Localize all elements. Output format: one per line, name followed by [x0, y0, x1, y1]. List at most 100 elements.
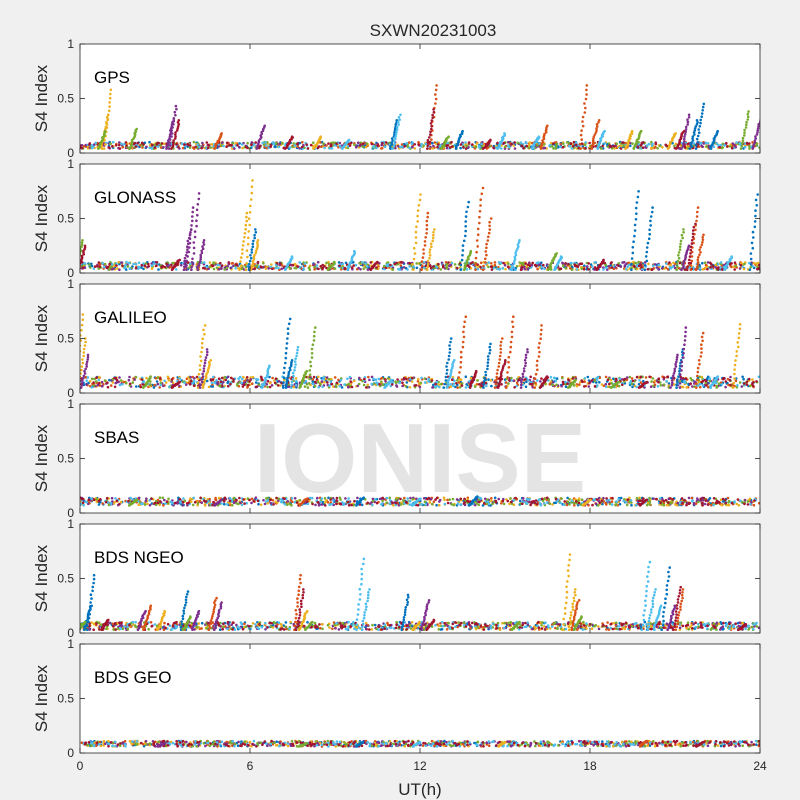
baseline-point: [745, 141, 749, 145]
spike-point: [534, 381, 537, 385]
baseline-point: [117, 143, 121, 147]
spike-point: [459, 366, 462, 369]
baseline-point: [720, 146, 724, 150]
baseline-point: [401, 384, 404, 388]
baseline-point: [601, 147, 605, 150]
spike-point: [425, 232, 428, 235]
spike-point: [450, 366, 454, 370]
spike-point: [172, 117, 176, 120]
spike-point: [536, 359, 539, 363]
spike-point: [484, 257, 487, 261]
baseline-point: [652, 384, 655, 388]
spike-point: [290, 135, 294, 138]
spike-point: [175, 107, 178, 111]
spike-point: [171, 121, 174, 124]
baseline-point: [183, 381, 186, 384]
spike-point: [425, 219, 429, 223]
spike-point: [677, 256, 681, 260]
baseline-point: [564, 380, 567, 384]
spike-point: [592, 135, 596, 138]
spike-point: [264, 376, 267, 380]
baseline-point: [222, 144, 225, 148]
spike-point: [447, 358, 451, 361]
baseline-point: [294, 266, 298, 270]
baseline-point: [449, 263, 453, 267]
baseline-point: [234, 141, 237, 145]
spike-point: [461, 345, 465, 349]
spike-point: [244, 223, 248, 227]
baseline-point: [321, 263, 325, 267]
spike-point: [426, 147, 429, 150]
baseline-point: [256, 263, 259, 267]
baseline-point: [160, 142, 164, 145]
spike-point: [81, 381, 84, 385]
spike-point: [195, 224, 198, 228]
baseline-point: [226, 381, 229, 385]
spike-point: [166, 141, 170, 144]
spike-point: [482, 386, 485, 389]
baseline-point: [559, 142, 562, 146]
baseline-point: [114, 376, 118, 380]
baseline-point: [706, 261, 710, 264]
baseline-point: [317, 267, 320, 271]
spike-point: [393, 142, 397, 146]
baseline-point: [499, 261, 503, 265]
baseline-point: [497, 261, 501, 264]
baseline-point: [155, 261, 159, 264]
baseline-point: [583, 380, 586, 384]
baseline-point: [403, 145, 406, 148]
baseline-point: [701, 268, 705, 271]
baseline-point: [585, 265, 589, 268]
spike-point: [185, 268, 188, 272]
spike-point: [695, 123, 699, 126]
spike-point: [684, 125, 688, 129]
spike-point: [199, 253, 202, 257]
spike-point: [501, 366, 505, 370]
spike-point: [644, 255, 648, 258]
baseline-point: [312, 263, 316, 266]
baseline-point: [757, 263, 760, 267]
spike-point: [393, 131, 396, 134]
spike-point: [450, 370, 453, 374]
spike-point: [412, 268, 415, 272]
spike-point: [503, 132, 506, 135]
spike-point: [649, 224, 652, 227]
baseline-point: [584, 147, 587, 150]
baseline-point: [450, 145, 454, 148]
baseline-point: [686, 142, 689, 146]
baseline-point: [564, 267, 568, 270]
baseline-point: [702, 142, 706, 145]
spike-point: [203, 364, 206, 368]
baseline-point: [232, 380, 235, 383]
spike-point: [488, 348, 492, 352]
baseline-point: [525, 144, 529, 148]
baseline-point: [329, 380, 333, 384]
baseline-point: [431, 141, 434, 145]
spike-point: [645, 250, 649, 254]
spike-point: [199, 255, 203, 259]
spike-point: [174, 104, 178, 108]
baseline-point: [303, 262, 307, 265]
spike-point: [687, 113, 691, 117]
spike-point: [285, 342, 289, 345]
spike-point: [461, 244, 465, 247]
baseline-point: [241, 146, 244, 150]
baseline-point: [668, 266, 672, 269]
spike-point: [251, 262, 255, 265]
baseline-point: [83, 266, 87, 270]
spike-point: [486, 364, 490, 368]
spike-point: [584, 106, 587, 110]
baseline-point: [292, 142, 295, 145]
baseline-point: [142, 267, 145, 271]
baseline-point: [264, 265, 267, 268]
baseline-point: [205, 141, 209, 144]
baseline-point: [391, 268, 395, 271]
baseline-point: [450, 140, 453, 144]
baseline-point: [405, 381, 409, 384]
spike-point: [312, 339, 316, 342]
spike-point: [701, 331, 705, 335]
baseline-point: [123, 266, 127, 269]
y-tick-label: 1: [67, 37, 74, 51]
baseline-point: [469, 262, 473, 265]
series-6-spikes: [283, 239, 734, 272]
